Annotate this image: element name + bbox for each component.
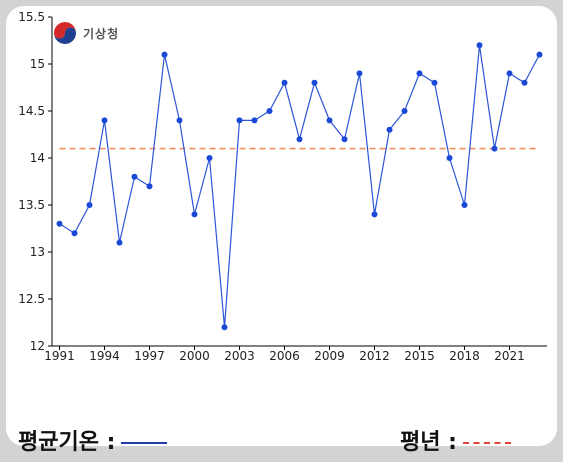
y-tick-label: 15.5 xyxy=(18,10,45,24)
legend-series-swatch xyxy=(121,442,168,444)
temperature-point xyxy=(491,145,498,152)
temperature-point xyxy=(446,155,453,161)
x-tick-label: 1997 xyxy=(134,349,165,363)
temperature-point xyxy=(266,108,273,114)
legend-normal-swatch xyxy=(462,442,511,444)
temperature-series xyxy=(59,45,541,328)
kma-taegeuk-logo-icon xyxy=(53,21,77,45)
temperature-point xyxy=(296,136,303,143)
temperature-point xyxy=(176,117,183,124)
temperature-point xyxy=(431,79,438,86)
x-tick-label: 1991 xyxy=(44,349,75,363)
temperature-point xyxy=(476,42,483,49)
temperature-point xyxy=(371,211,378,218)
temperature-point xyxy=(386,126,393,133)
y-tick-label: 14.5 xyxy=(18,104,45,118)
temperature-point xyxy=(86,202,93,208)
temperature-point xyxy=(146,183,153,190)
x-tick-label: 1994 xyxy=(89,349,120,363)
temperature-point xyxy=(416,70,423,77)
temperature-point xyxy=(536,51,543,58)
temperature-point xyxy=(311,79,318,86)
chart-axes xyxy=(51,17,547,347)
x-tick-label: 2021 xyxy=(494,349,525,363)
legend-series-label: 평균기온 : xyxy=(18,430,116,455)
temperature-point xyxy=(56,220,63,227)
x-tick-label: 2000 xyxy=(179,349,210,363)
x-tick-label: 2012 xyxy=(359,349,390,363)
legend-normal-label: 평년 : xyxy=(400,430,457,455)
temperature-point xyxy=(131,173,138,180)
y-tick-label: 13 xyxy=(30,245,45,259)
y-tick-label: 15 xyxy=(30,57,45,71)
temperature-point xyxy=(206,155,213,161)
temperature-point xyxy=(161,51,168,58)
kma-logo-text: 기상청 xyxy=(83,26,120,41)
temperature-point xyxy=(221,324,228,331)
temperature-points xyxy=(56,42,543,331)
x-tick-label: 2015 xyxy=(404,349,435,363)
y-tick-label: 12 xyxy=(30,339,45,353)
temperature-point xyxy=(341,136,348,143)
temperature-line xyxy=(59,45,541,328)
temperature-point xyxy=(251,117,258,124)
temperature-point xyxy=(461,202,468,208)
temperature-point xyxy=(101,117,108,124)
temperature-point xyxy=(401,108,408,114)
x-tick-label: 2009 xyxy=(314,349,345,363)
x-tick-label: 2018 xyxy=(449,349,480,363)
x-axis-ticks: 1991 1994 1997 2000 2003 2006 2009 2012 2015 2018… xyxy=(44,346,525,363)
y-tick-label: 14 xyxy=(30,151,45,165)
temperature-point xyxy=(326,117,333,124)
legend-normal: 평년 : xyxy=(400,424,511,456)
y-tick-label: 12.5 xyxy=(18,292,45,306)
temperature-point xyxy=(521,79,528,86)
temperature-point xyxy=(506,70,513,77)
chart-card xyxy=(6,6,557,446)
y-tick-label: 13.5 xyxy=(18,198,45,212)
temperature-point xyxy=(116,239,123,246)
temperature-point xyxy=(356,70,363,77)
kma-logo: 기상청 xyxy=(52,20,119,46)
temperature-point xyxy=(71,230,78,237)
x-tick-label: 2006 xyxy=(269,349,300,363)
temperature-point xyxy=(236,117,243,124)
y-axis-ticks: 12 12.5 13 13.5 14 14.5 15 15.5 xyxy=(18,10,52,353)
legend-series: 평균기온 : xyxy=(18,424,168,456)
temperature-point xyxy=(191,211,198,218)
x-tick-label: 2003 xyxy=(224,349,255,363)
temperature-point xyxy=(281,79,288,86)
